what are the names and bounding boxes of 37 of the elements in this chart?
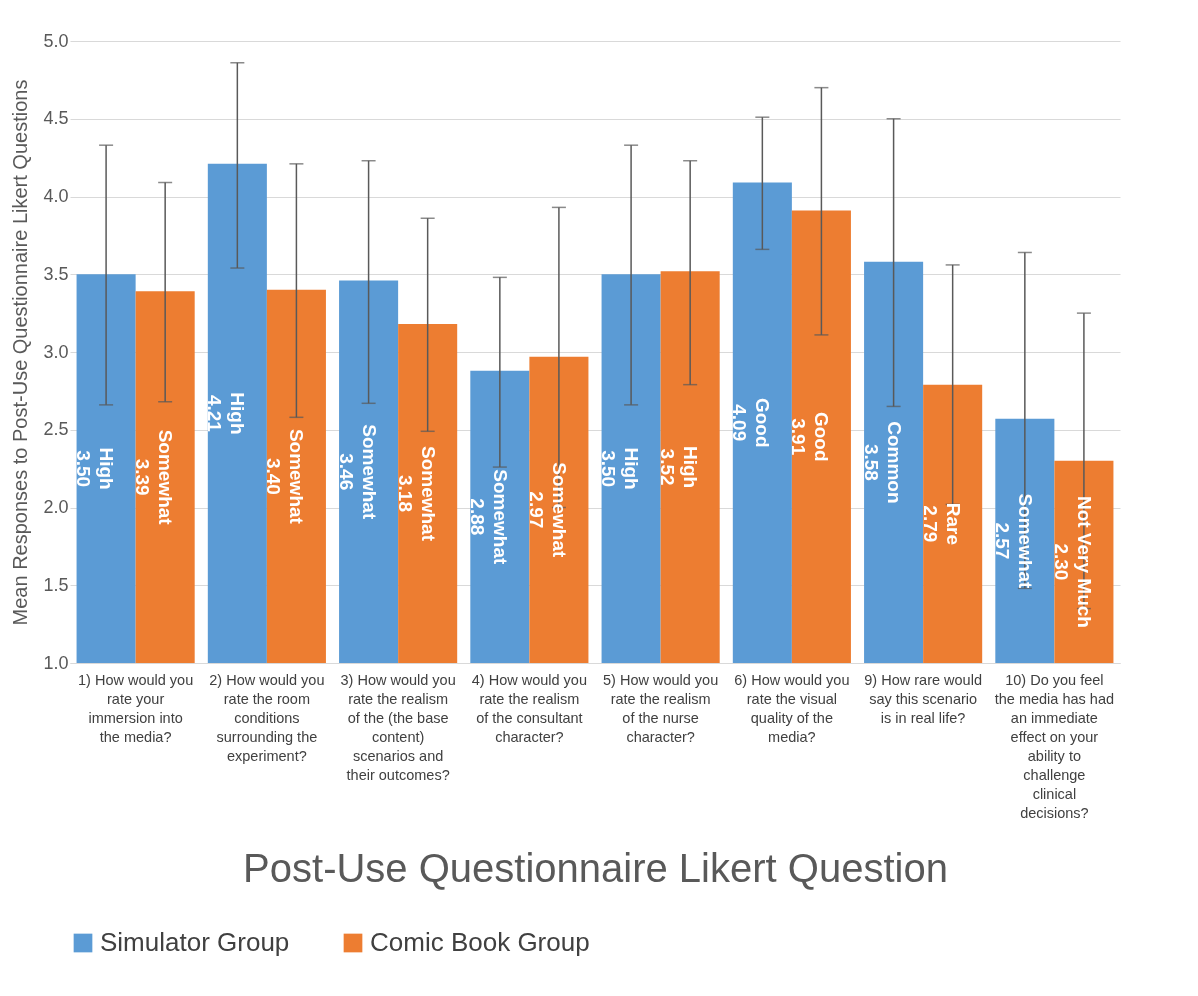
y-tick-label: 3.5 <box>43 263 69 284</box>
x-tick-label: 3) How would you rate the realism of the (the base content) scenarios and their outcomes? <box>340 671 456 783</box>
x-tick-label: 4) How would you rate the realism of the consultant character? <box>471 671 587 745</box>
y-tick-label: 4.0 <box>43 186 69 206</box>
data-label: High 3.50 <box>598 447 643 490</box>
legend-label: Simulator Group <box>100 927 290 957</box>
y-tick-label: 1.0 <box>43 652 69 673</box>
y-tick-label: 1.5 <box>43 574 69 595</box>
x-tick-label: 1) How would you rate your immersion into the media? <box>78 671 194 745</box>
legend-label: Comic Book Group <box>370 927 590 957</box>
x-tick-label: 5) How would you rate the realism of the nurse character? <box>603 671 719 745</box>
y-axis-title: Mean Responses to Post-Use Questionnaire Likert Questions <box>9 79 32 626</box>
y-tick-label: 2.0 <box>43 497 69 517</box>
x-tick-label: 9) How rare would say this scenario is in real life? <box>864 671 982 726</box>
data-label: Somewhat 3.40 <box>263 428 308 525</box>
data-label: Rare 2.79 <box>919 502 964 545</box>
y-tick-label: 3.0 <box>43 341 69 362</box>
data-label: Common 3.58 <box>860 421 905 504</box>
y-tick-label: 5.0 <box>43 30 69 51</box>
y-tick-label: 2.5 <box>43 419 69 440</box>
data-label: High 4.21 <box>204 392 249 435</box>
data-label: Somewhat 2.97 <box>525 462 570 559</box>
data-label: Good 3.91 <box>788 411 833 462</box>
x-axis-title: Post-Use Questionnaire Likert Question <box>243 846 948 890</box>
data-label: Somewhat 2.88 <box>466 469 511 566</box>
x-tick-label: 6) How would you rate the visual quality of the media? <box>734 671 850 745</box>
data-label: Somewhat 3.46 <box>335 424 380 520</box>
data-label: Good 4.09 <box>729 397 774 448</box>
x-tick-label: 2) How would you rate the room conditions surrounding the experiment? <box>209 671 325 764</box>
data-label: Somewhat 3.18 <box>394 445 439 542</box>
x-tick-label: 10) Do you feel the media has had an immediate effect on your ability to challenge clinical decisions? <box>994 671 1115 821</box>
data-label: Somewhat 3.39 <box>132 429 177 526</box>
y-tick-label: 4.5 <box>43 108 69 129</box>
data-label: Not Very Much 2.30 <box>1050 495 1095 628</box>
data-label: Somewhat 2.57 <box>991 493 1036 590</box>
data-label: High 3.52 <box>657 445 702 489</box>
data-label: High 3.50 <box>73 447 118 490</box>
